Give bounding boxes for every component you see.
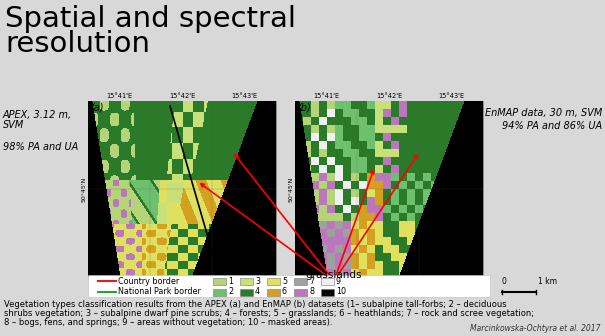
Text: shrubs vegetation; 3 – subalpine dwarf pine scrubs; 4 – forests; 5 – grasslands;: shrubs vegetation; 3 – subalpine dwarf p… (4, 309, 534, 318)
Bar (213, 289, 226, 295)
Text: 8 – bogs, fens, and springs; 9 – areas without vegetation; 10 – masked areas).: 8 – bogs, fens, and springs; 9 – areas w… (4, 318, 333, 327)
Text: 6: 6 (282, 288, 287, 296)
Text: 50°45'N: 50°45'N (289, 176, 294, 202)
Bar (295, 101, 483, 277)
Text: Vegetation types classification results from the APEX (a) and EnMAP (b) datasets: Vegetation types classification results … (4, 300, 506, 309)
Bar (321, 278, 334, 285)
Text: 15°43'E: 15°43'E (439, 93, 465, 99)
Text: 15°41'E: 15°41'E (106, 93, 132, 99)
Text: resolution: resolution (5, 30, 150, 58)
Text: National Park border: National Park border (118, 288, 201, 296)
Text: Spatial and spectral: Spatial and spectral (5, 5, 296, 33)
Text: SVM: SVM (3, 120, 24, 130)
Text: 2: 2 (228, 288, 233, 296)
Text: 0: 0 (502, 277, 507, 286)
Text: 8: 8 (309, 288, 314, 296)
Text: EnMAP data, 30 m, SVM: EnMAP data, 30 m, SVM (485, 108, 602, 118)
Text: 4: 4 (255, 288, 260, 296)
Text: 15°42'E: 15°42'E (169, 93, 195, 99)
Text: 10: 10 (336, 288, 346, 296)
Bar (240, 289, 253, 295)
Text: 5: 5 (282, 277, 287, 286)
Text: 3: 3 (255, 277, 260, 286)
Text: 7: 7 (309, 277, 314, 286)
Bar (267, 289, 280, 295)
Bar (294, 289, 307, 295)
Text: 9: 9 (336, 277, 341, 286)
Text: 1: 1 (228, 277, 233, 286)
Text: 94% PA and 86% UA: 94% PA and 86% UA (502, 121, 602, 131)
Bar (267, 278, 280, 285)
Text: 98% PA and UA: 98% PA and UA (3, 142, 78, 152)
Bar (88, 101, 276, 277)
Text: (b): (b) (297, 103, 311, 113)
Text: 15°43'E: 15°43'E (232, 93, 258, 99)
Text: Country border: Country border (118, 277, 179, 286)
Text: Marcinkowska-Ochtyra et al. 2017: Marcinkowska-Ochtyra et al. 2017 (471, 324, 601, 333)
Text: 15°42'E: 15°42'E (376, 93, 402, 99)
Text: grasslands: grasslands (306, 270, 362, 280)
Text: (a): (a) (90, 103, 103, 113)
Bar (321, 289, 334, 295)
Text: APEX, 3.12 m,: APEX, 3.12 m, (3, 110, 72, 120)
Bar (294, 278, 307, 285)
Bar (240, 278, 253, 285)
Text: 50°45'N: 50°45'N (82, 176, 87, 202)
Bar (213, 278, 226, 285)
Text: 1 km: 1 km (538, 277, 557, 286)
Bar (88, 275, 490, 297)
Text: 15°41'E: 15°41'E (313, 93, 339, 99)
